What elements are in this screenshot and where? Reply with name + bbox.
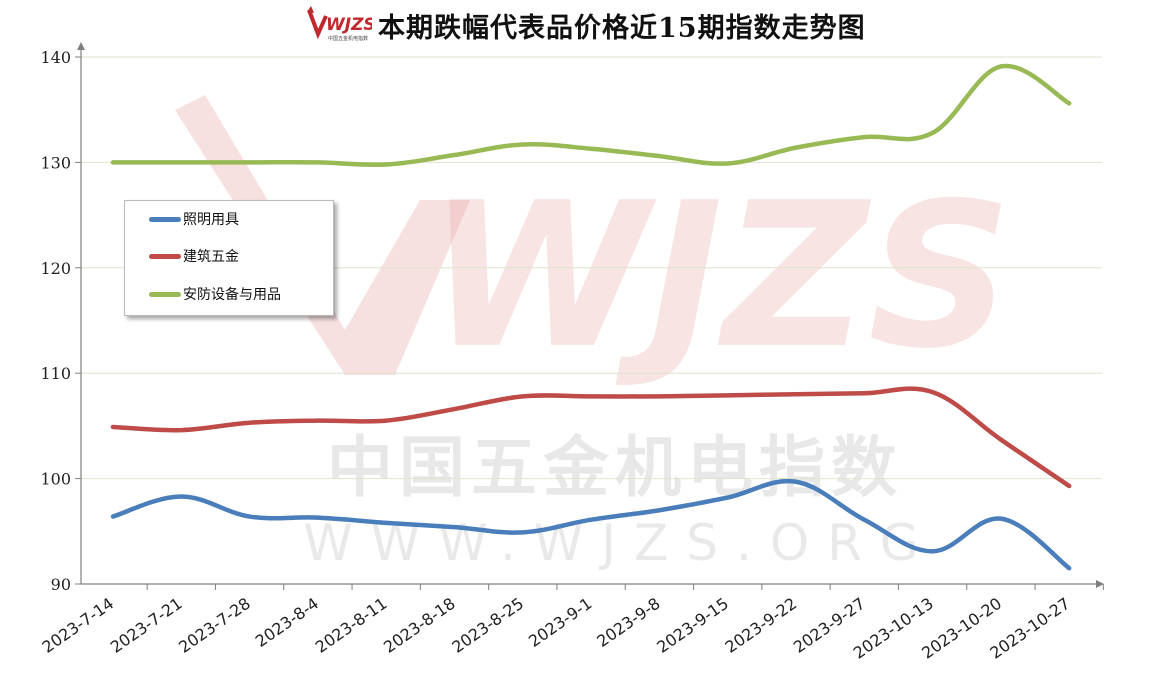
logo-subtext: 中国五金机电指数 <box>328 35 368 42</box>
wjzs-logo-icon: WJZS 中国五金机电指数 <box>307 6 372 42</box>
x-tick-label: 2023-8-25 <box>448 594 527 657</box>
x-tick-label: 2023-9-22 <box>722 594 801 657</box>
legend: 照明用具 建筑五金 安防设备与用品 <box>124 200 334 316</box>
chart-title: 本期跌幅代表品价格近15期指数走势图 <box>378 13 866 44</box>
legend-item: 建筑五金 <box>149 246 239 266</box>
watermark-logo-text: WJZS <box>428 160 1012 393</box>
axes <box>77 42 1104 590</box>
watermark-line1: 中国五金机电指数 <box>327 429 903 506</box>
x-tick-label: 2023-7-28 <box>175 594 254 657</box>
x-axis-arrow <box>1096 580 1104 588</box>
watermark-check-mark <box>175 95 470 375</box>
series-line <box>110 478 1072 571</box>
y-tick-label: 100 <box>40 470 71 489</box>
legend-item: 安防设备与用品 <box>149 284 281 304</box>
series-line <box>110 386 1072 489</box>
y-tick-label: 140 <box>40 48 71 67</box>
legend-swatch <box>149 291 181 297</box>
series-lines <box>110 63 1072 571</box>
legend-item: 照明用具 <box>149 209 239 229</box>
legend-swatch <box>149 253 181 259</box>
x-tick-label: 2023-8-18 <box>380 594 459 657</box>
x-tick-label: 2023-7-21 <box>107 594 186 657</box>
legend-label: 建筑五金 <box>183 249 239 265</box>
x-tick-label: 2023-9-1 <box>525 594 595 651</box>
y-tick-label: 120 <box>40 259 71 278</box>
legend-swatch <box>149 216 181 222</box>
legend-label: 安防设备与用品 <box>183 287 281 303</box>
series-line <box>110 63 1072 168</box>
y-axis-arrow <box>77 42 85 50</box>
x-tick-label: 2023-9-15 <box>653 594 732 657</box>
legend-label: 照明用具 <box>183 212 239 228</box>
x-tick-label: 2023-8-11 <box>312 594 391 657</box>
y-tick-label: 130 <box>40 153 71 172</box>
y-tick-label: 90 <box>51 575 71 594</box>
y-tick-label: 110 <box>40 364 71 383</box>
x-tick-label: 2023-7-14 <box>39 594 118 657</box>
logo-text: WJZS <box>326 15 372 35</box>
